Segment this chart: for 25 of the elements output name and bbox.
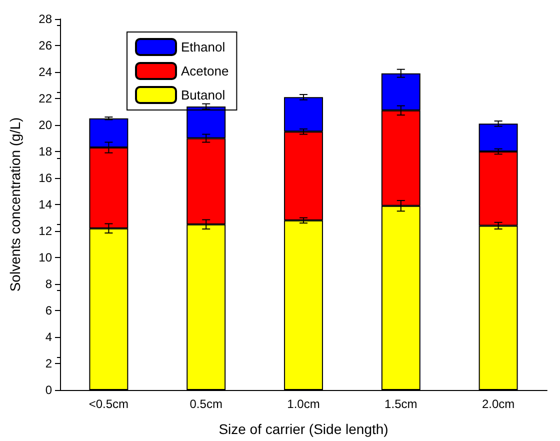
legend-label: Acetone [181, 64, 229, 78]
y-tick-label: 16 [38, 171, 52, 185]
y-tick-label: 24 [38, 65, 52, 79]
x-tick-label: 2.0cm [482, 397, 515, 411]
y-tick-label: 8 [45, 277, 52, 291]
y-tick-label: 0 [45, 383, 52, 397]
y-tick-label: 14 [38, 198, 52, 212]
y-tick-label: 28 [38, 12, 52, 26]
y-tick-label: 2 [45, 356, 52, 370]
x-tick-label: <0.5cm [88, 397, 129, 411]
y-tick-label: 4 [45, 330, 52, 344]
y-tick-label: 10 [38, 250, 52, 264]
legend-label: Butanol [181, 88, 226, 102]
y-axis-title: Solvents concentration (g/L) [7, 117, 23, 292]
y-tick-label: 18 [38, 144, 52, 158]
legend-label: Ethanol [181, 40, 226, 54]
x-tick-label: 1.5cm [384, 397, 418, 411]
x-axis-title: Size of carrier (Side length) [218, 421, 388, 437]
x-tick-label: 0.5cm [190, 397, 222, 411]
x-tick-label: 1.0cm [287, 397, 320, 411]
y-tick-label: 12 [38, 224, 52, 238]
y-tick-label: 20 [38, 118, 52, 132]
y-tick-label: 26 [38, 38, 52, 52]
y-tick-label: 6 [45, 304, 52, 318]
y-tick-label: 22 [38, 92, 52, 106]
